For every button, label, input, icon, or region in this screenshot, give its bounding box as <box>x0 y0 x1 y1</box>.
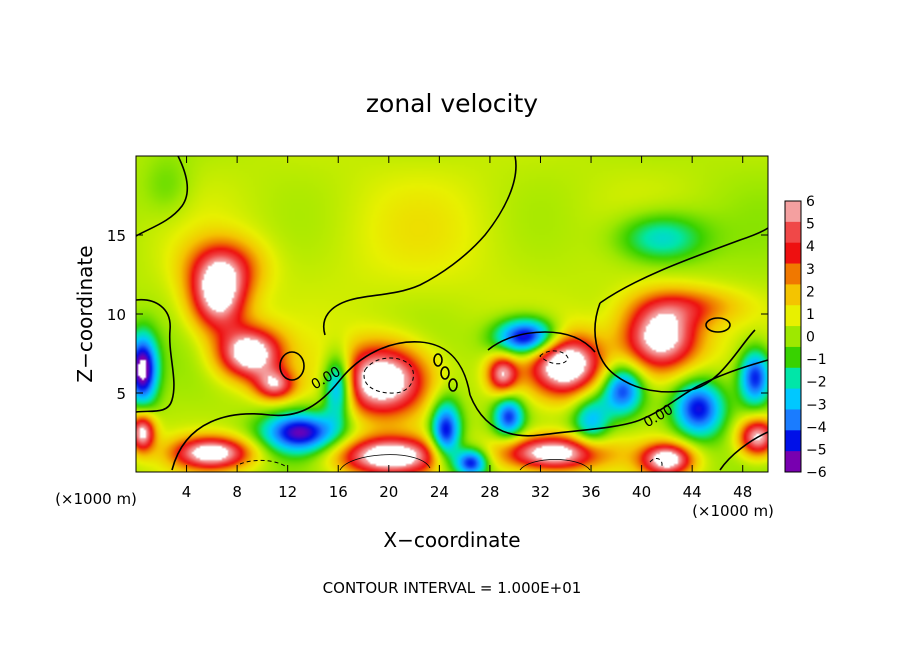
colorbar-label: 6 <box>806 194 815 210</box>
contour-line <box>519 459 591 471</box>
contour-dashed <box>239 350 663 467</box>
x-tick-label: 48 <box>733 483 752 501</box>
x-unit-label: (×1000 m) <box>692 502 774 520</box>
contour-line <box>135 299 175 413</box>
colorbar-swatch <box>785 430 801 452</box>
contour-line <box>719 431 769 471</box>
contour-interval-note: CONTOUR INTERVAL = 1.000E+01 <box>323 579 582 597</box>
contour-line <box>487 331 596 353</box>
colorbar-swatch <box>785 451 801 473</box>
contour-solid-inner <box>339 454 591 471</box>
x-axis-label: X−coordinate <box>383 528 520 552</box>
colorbar-swatch <box>785 326 801 348</box>
x-tick-label: 20 <box>379 483 398 501</box>
contour-line <box>539 350 569 365</box>
x-axis: 4 8 12 16 20 24 28 32 36 40 44 48 <box>182 156 752 501</box>
colorbar-label: 0 <box>806 330 815 346</box>
colorbar-swatch <box>785 409 801 431</box>
y-tick-label: 10 <box>107 306 126 324</box>
x-tick-label: 36 <box>581 483 600 501</box>
colorbar-label: 3 <box>806 262 815 278</box>
colorbar-swatch <box>785 388 801 410</box>
zero-contours <box>135 155 769 471</box>
contour-line <box>323 155 517 336</box>
colorbar-label: −2 <box>806 375 827 391</box>
x-tick-label: 12 <box>278 483 297 501</box>
colorbar-label: −1 <box>806 352 827 368</box>
colorbar-label: −6 <box>806 465 827 481</box>
contour-line <box>339 454 431 471</box>
colorbar-swatch <box>785 242 801 264</box>
colorbar-swatch <box>785 367 801 390</box>
contour-line <box>448 378 458 392</box>
y-tick-label: 5 <box>116 385 126 403</box>
contour-line <box>135 155 189 237</box>
colorbar-label: −5 <box>806 442 827 458</box>
contour-line <box>363 357 414 394</box>
x-tick-label: 28 <box>480 483 499 501</box>
colorbar-frame <box>784 200 802 473</box>
x-tick-label: 4 <box>182 483 192 501</box>
x-tick-label: 8 <box>232 483 242 501</box>
x-tick-label: 24 <box>430 483 449 501</box>
colorbar-label: −4 <box>806 420 827 436</box>
x-tick-label: 40 <box>632 483 651 501</box>
chart-title: zonal velocity <box>366 89 538 118</box>
x-tick-label: 44 <box>683 483 702 501</box>
colorbar-label: 4 <box>806 239 815 255</box>
contour-line <box>599 227 769 304</box>
contour-line <box>279 351 305 381</box>
colorbar: 6 5 4 3 2 1 0 −1 −2 −3 −4 −5 −6 <box>784 194 827 481</box>
colorbar-label: −3 <box>806 397 827 413</box>
contour-line <box>594 302 756 393</box>
colorbar-swatch <box>785 263 801 285</box>
colorbar-label: 5 <box>806 217 815 233</box>
colorbar-swatch <box>785 201 801 223</box>
x-tick-label: 16 <box>329 483 348 501</box>
contour-line <box>171 341 471 471</box>
x-tick-label: 32 <box>531 483 550 501</box>
colorbar-label: 2 <box>806 284 815 300</box>
plot-area: 0.000.00 <box>135 155 769 473</box>
y-axis: 5 10 15 <box>107 227 768 403</box>
velocity-field <box>136 156 768 472</box>
y-unit-label: (×1000 m) <box>55 490 137 508</box>
colorbar-swatch <box>785 346 801 369</box>
contour-line <box>239 459 286 467</box>
colorbar-swatch <box>785 221 801 244</box>
contour-line <box>440 366 450 380</box>
colorbar-swatch <box>785 284 801 306</box>
y-tick-label: 15 <box>107 227 126 245</box>
contour-line <box>705 317 731 333</box>
contour-line <box>433 353 443 367</box>
colorbar-swatch <box>785 305 801 327</box>
y-axis-label: Z−coordinate <box>73 245 97 382</box>
colorbar-label: 1 <box>806 307 815 323</box>
contour-line <box>649 458 663 467</box>
